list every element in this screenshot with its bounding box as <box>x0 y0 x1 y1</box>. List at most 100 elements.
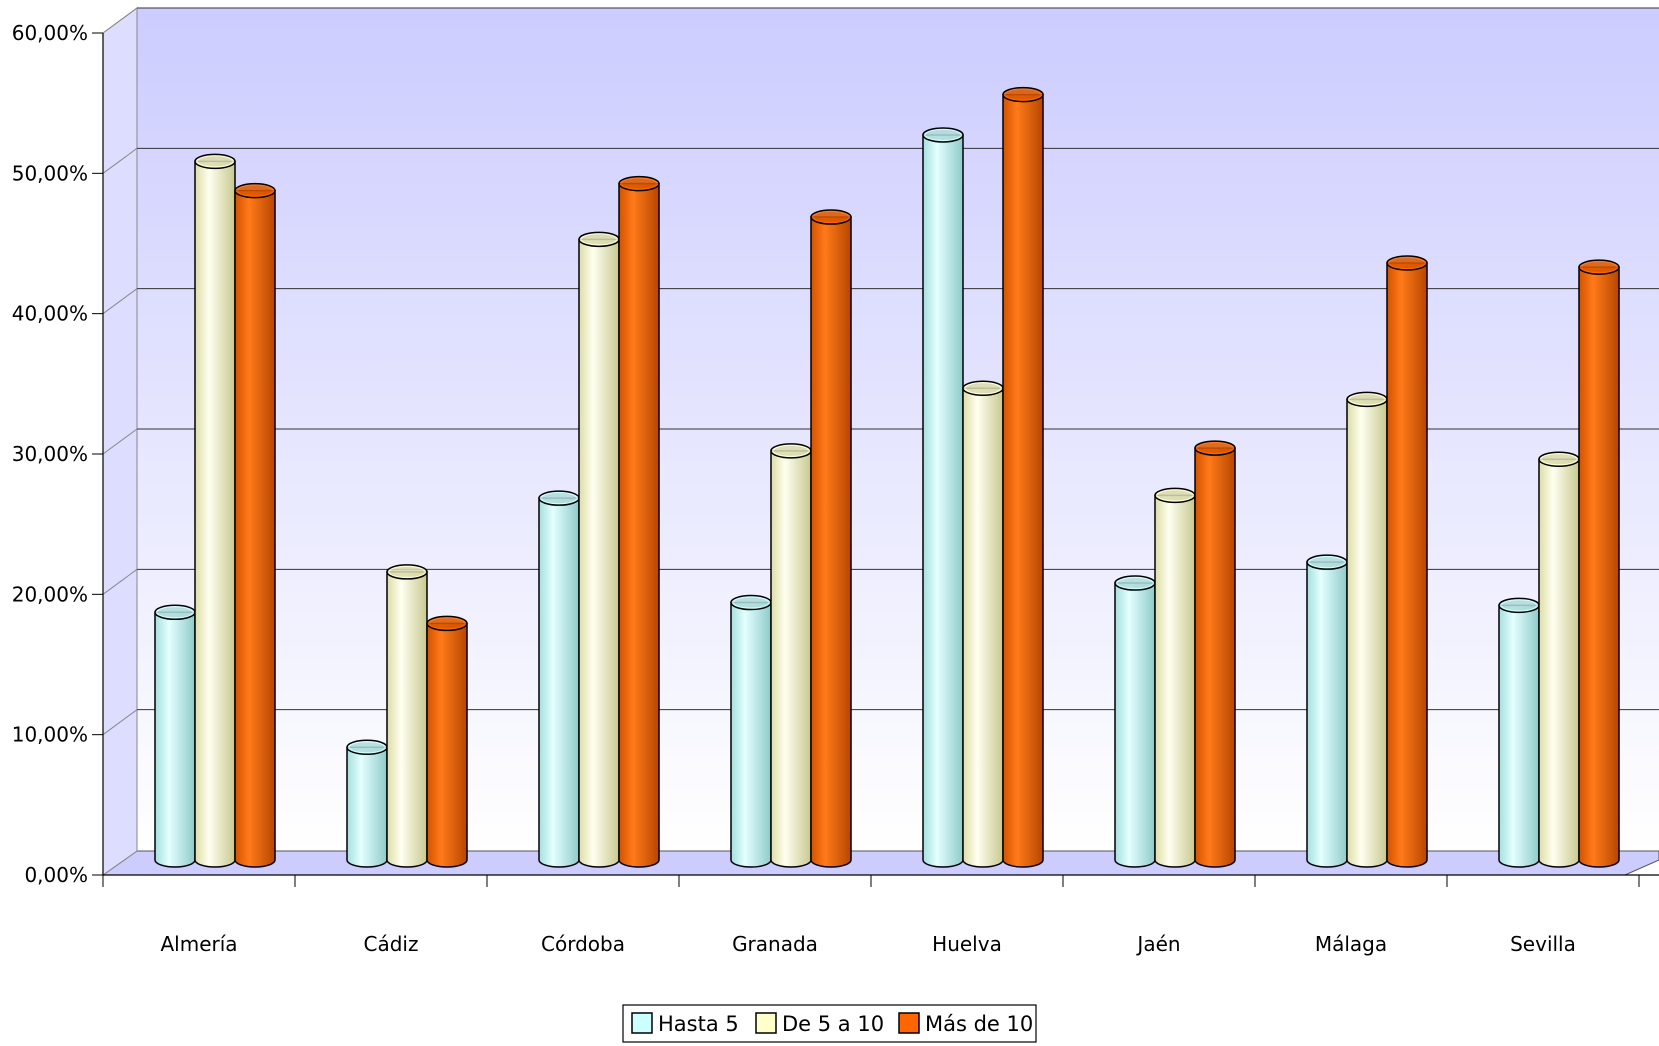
bar-body <box>386 571 428 868</box>
bar-top-shade <box>582 234 616 245</box>
bar-body <box>1346 398 1388 868</box>
bar-top-shade <box>1582 262 1616 273</box>
bar-top-shade <box>390 566 424 577</box>
bar-body <box>538 497 580 868</box>
bar-body <box>810 216 852 868</box>
bar-top-shade <box>734 597 768 608</box>
legend-label-hasta-5: Hasta 5 <box>658 1012 739 1036</box>
bar-body <box>922 134 964 868</box>
bar-top-shade <box>926 129 960 140</box>
bar-Málaga-De 5 a 10 <box>1346 391 1388 868</box>
bar-top-shade <box>158 607 192 618</box>
bar-Cádiz-Hasta 5 <box>346 739 388 868</box>
bar-top-shade <box>966 383 1000 394</box>
bar-body <box>154 611 196 868</box>
bar-Huelva-Hasta 5 <box>922 127 964 868</box>
bar-top-shade <box>350 742 384 753</box>
bar-body <box>346 746 388 868</box>
legend-swatch-hasta-5 <box>631 1012 653 1034</box>
bar-body <box>1002 93 1044 868</box>
x-tick-label: Córdoba <box>541 932 625 956</box>
bar-body <box>426 622 468 868</box>
y-tick-label: 30,00% <box>12 442 88 466</box>
x-tick-label: Huelva <box>932 932 1002 956</box>
y-tick-label: 50,00% <box>12 161 88 185</box>
bar-body <box>1114 582 1156 868</box>
bar-Huelva-Más de 10 <box>1002 86 1044 868</box>
gridline-side <box>102 709 138 736</box>
bar-top <box>386 564 428 580</box>
bar-body <box>1386 262 1428 868</box>
bar-Almería-De 5 a 10 <box>194 153 236 868</box>
bar-top-shade <box>430 618 464 629</box>
bar-Cádiz-Más de 10 <box>426 615 468 868</box>
bar-top <box>194 153 236 170</box>
bar-Sevilla-Más de 10 <box>1578 259 1620 868</box>
bar-top-shade <box>1310 557 1344 568</box>
x-tick-label: Cádiz <box>364 932 419 956</box>
legend-swatch-de-5-a-10 <box>755 1012 777 1034</box>
y-tick-label: 60,00% <box>12 21 88 45</box>
gridline-side <box>102 288 138 315</box>
bar-top-shade <box>1118 578 1152 589</box>
y-tick-label: 10,00% <box>12 723 88 747</box>
bar-top <box>810 209 852 225</box>
bar-Granada-Más de 10 <box>810 209 852 868</box>
y-tick-label: 20,00% <box>12 582 88 606</box>
y-tick-label: 40,00% <box>12 302 88 326</box>
bar-body <box>618 182 660 868</box>
x-tick-label: Almería <box>160 932 237 956</box>
bar-Granada-Hasta 5 <box>730 594 772 868</box>
bar-Málaga-Hasta 5 <box>1306 554 1348 868</box>
bar-top-shade <box>814 212 848 223</box>
bar-Granada-De 5 a 10 <box>770 443 812 868</box>
bar-Sevilla-Hasta 5 <box>1498 597 1540 868</box>
bar-body <box>770 450 812 868</box>
bar-top-shade <box>542 493 576 504</box>
bars <box>154 86 1620 868</box>
legend-label-mas-de-10: Más de 10 <box>925 1012 1033 1036</box>
bar-top-shade <box>1006 89 1040 100</box>
bar-top <box>922 127 964 143</box>
gridline-side <box>102 568 138 595</box>
x-tick-label: Jaén <box>1135 932 1180 956</box>
bar-top-shade <box>1502 600 1536 611</box>
bar-Almería-Hasta 5 <box>154 604 196 868</box>
gridline-side <box>102 7 138 34</box>
x-tick-label: Granada <box>732 932 818 956</box>
bar-top <box>1578 259 1620 275</box>
gridline-side <box>102 147 138 174</box>
bar-body <box>1498 604 1540 868</box>
bar-body <box>234 189 276 868</box>
bar-body <box>194 160 236 868</box>
bar-top-shade <box>238 185 272 196</box>
bar-top <box>618 175 660 192</box>
bar-Cádiz-De 5 a 10 <box>386 564 428 868</box>
gridline-side <box>102 428 138 455</box>
bar-body <box>1578 266 1620 868</box>
bar-body <box>730 601 772 868</box>
bar-Huelva-De 5 a 10 <box>962 380 1004 868</box>
bar-Málaga-Más de 10 <box>1386 255 1428 868</box>
bar-top <box>426 615 468 632</box>
bar-Jaén-Hasta 5 <box>1114 575 1156 868</box>
bar-top <box>1386 255 1428 271</box>
bar-body <box>1538 458 1580 868</box>
bar-top-shade <box>1158 490 1192 501</box>
bar-body <box>578 238 620 868</box>
bar-Jaén-De 5 a 10 <box>1154 487 1196 868</box>
bar-body <box>962 387 1004 868</box>
y-tick-label: 0,00% <box>24 863 88 887</box>
bar-Córdoba-Más de 10 <box>618 175 660 868</box>
x-tick-label: Sevilla <box>1510 932 1576 956</box>
bar-top-shade <box>1542 454 1576 465</box>
bar-Jaén-Más de 10 <box>1194 440 1236 868</box>
bar-top-shade <box>622 178 656 189</box>
legend-label-de-5-a-10: De 5 a 10 <box>782 1012 884 1036</box>
bar-top <box>234 182 276 199</box>
y-axis: 0,00% 10,00% 20,00% 30,00% 40,00% 50,00% 60,00… <box>12 21 104 887</box>
bar-body <box>1306 561 1348 868</box>
bar-top <box>1194 440 1236 456</box>
bar-top-shade <box>1390 257 1424 268</box>
